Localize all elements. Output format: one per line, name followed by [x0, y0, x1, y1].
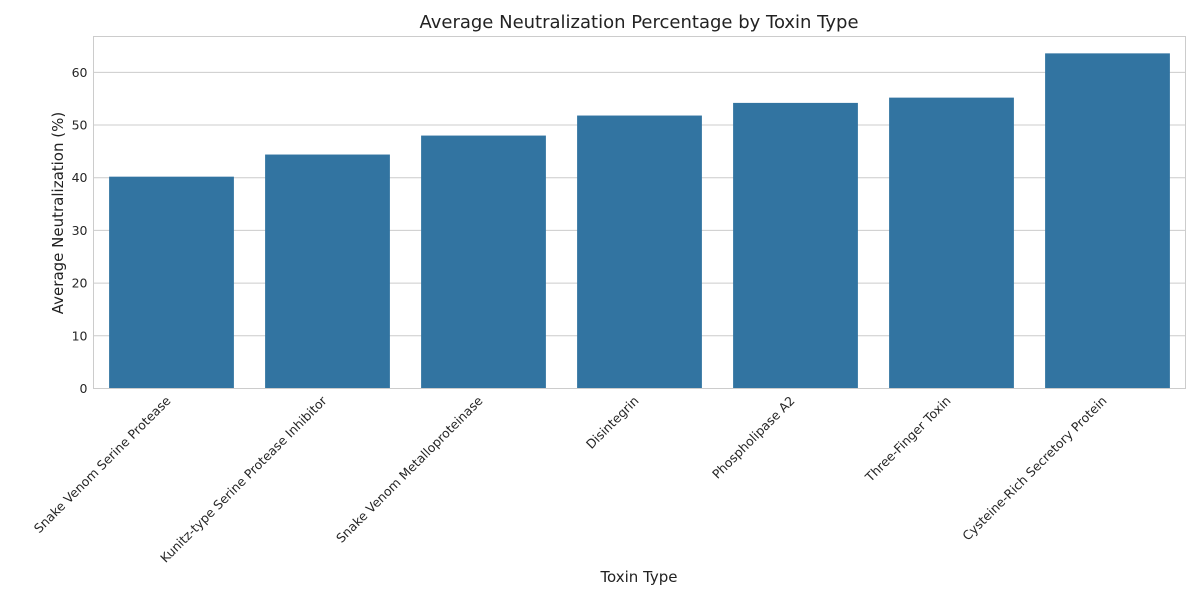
y-tick-label: 10 — [72, 328, 88, 343]
x-tick-label: Three-Finger Toxin — [861, 393, 953, 485]
x-tick-label: Disintegrin — [583, 393, 642, 452]
x-tick-label: Cysteine-Rich Secretory Protein — [959, 393, 1109, 543]
bar — [265, 154, 390, 389]
y-tick-label: 20 — [72, 276, 88, 291]
x-axis-label: Toxin Type — [599, 568, 677, 586]
y-tick-label: 40 — [72, 170, 88, 185]
bars — [109, 53, 1170, 389]
chart-title: Average Neutralization Percentage by Tox… — [419, 12, 858, 33]
bar — [889, 97, 1014, 389]
x-tick-label: Phospholipase A2 — [709, 393, 798, 482]
bar — [1045, 53, 1170, 389]
y-tick-labels: 0 10 20 30 40 50 60 — [72, 65, 88, 396]
y-tick-label: 50 — [72, 118, 88, 133]
bar — [577, 115, 702, 389]
y-axis-label: Average Neutralization (%) — [49, 112, 67, 314]
y-tick-label: 30 — [72, 223, 88, 238]
y-tick-label: 60 — [72, 65, 88, 80]
plot-frame — [93, 36, 1186, 389]
bar — [109, 176, 234, 389]
x-tick-label: Snake Venom Serine Protease — [31, 393, 174, 536]
bar — [733, 102, 858, 389]
bar — [421, 135, 546, 389]
y-tick-label: 0 — [80, 381, 88, 396]
x-tick-label: Snake Venom Metalloproteinase — [333, 393, 486, 546]
x-tick-label: Kunitz-type Serine Protease Inhibitor — [157, 392, 330, 565]
